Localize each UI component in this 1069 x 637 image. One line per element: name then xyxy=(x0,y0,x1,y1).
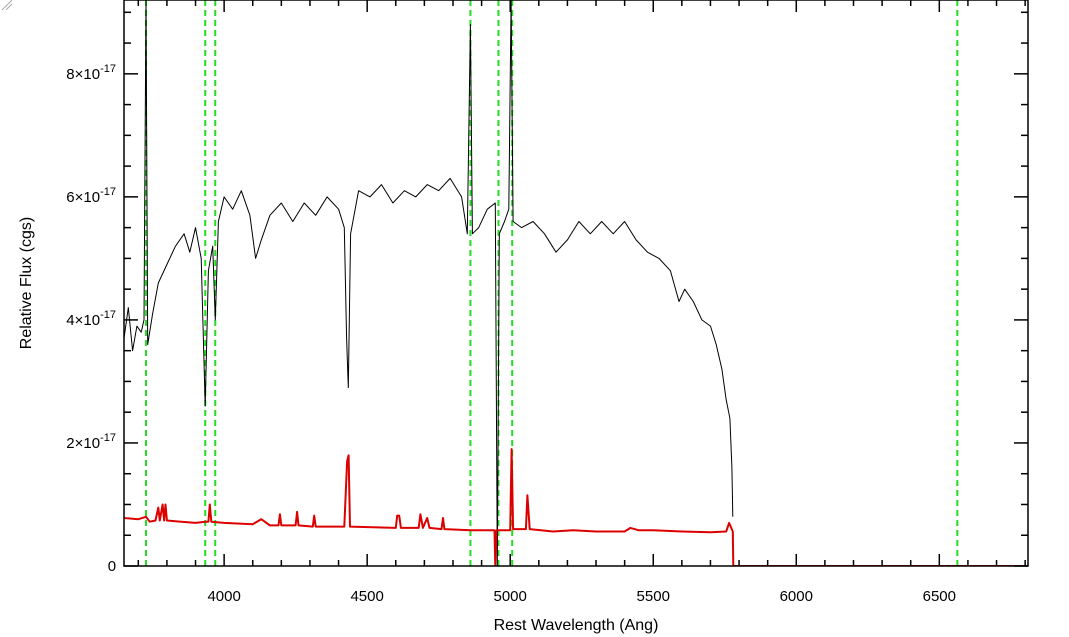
y-tick-label: 6×10-17 xyxy=(66,186,116,206)
y-tick-label: 0 xyxy=(108,558,116,575)
x-tick-label: 4000 xyxy=(207,588,240,605)
spectrum-series-line xyxy=(124,0,734,566)
x-tick-label: 5500 xyxy=(637,588,670,605)
series-layer xyxy=(124,0,1028,566)
x-axis-label: Rest Wavelength (Ang) xyxy=(494,617,659,634)
plot-frame xyxy=(123,0,1029,567)
y-tick-label: 8×10-17 xyxy=(66,63,116,83)
error-series-line xyxy=(124,448,1028,566)
x-tick-label: 6500 xyxy=(923,588,956,605)
x-tick-label: 6000 xyxy=(780,588,813,605)
reference-lines xyxy=(145,0,959,566)
tick-labels: 4000 4500 5000 5500 6000 6500 0 2×10-17 4×10-17 6… xyxy=(66,63,956,605)
axes xyxy=(123,0,1029,567)
x-tick-label: 5000 xyxy=(494,588,527,605)
y-axis-label: Relative Flux (cgs) xyxy=(18,217,35,349)
resize-grip-icon xyxy=(1,0,12,10)
y-tick-label: 4×10-17 xyxy=(66,309,116,329)
y-tick-label: 2×10-17 xyxy=(66,432,116,452)
x-tick-label: 4500 xyxy=(350,588,383,605)
